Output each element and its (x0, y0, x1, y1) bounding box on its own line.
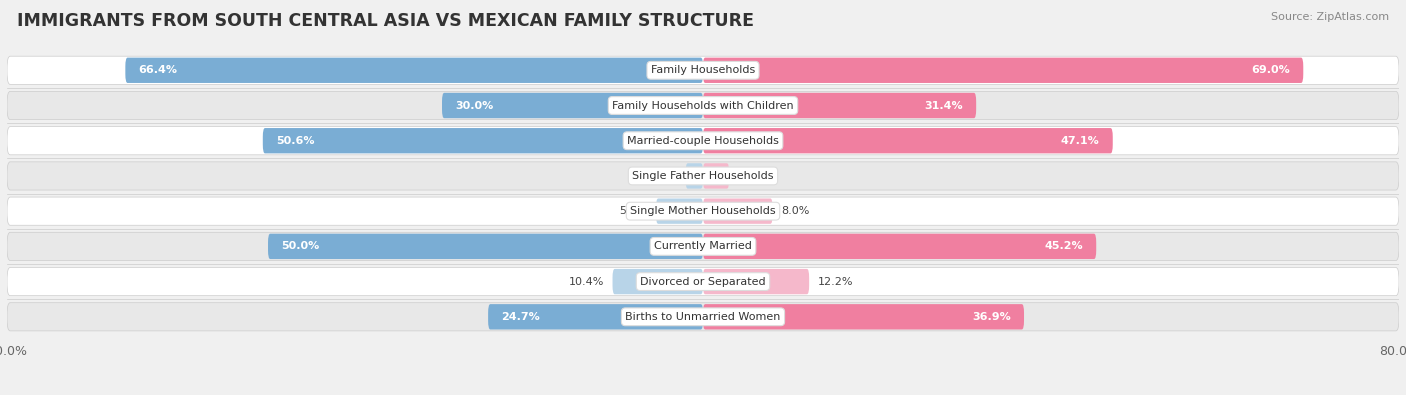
Text: 8.0%: 8.0% (782, 206, 810, 216)
Text: Married-couple Households: Married-couple Households (627, 136, 779, 146)
Text: 36.9%: 36.9% (972, 312, 1011, 322)
FancyBboxPatch shape (703, 93, 976, 118)
Text: 2.0%: 2.0% (648, 171, 676, 181)
FancyBboxPatch shape (703, 163, 730, 189)
Text: Family Households with Children: Family Households with Children (612, 100, 794, 111)
Text: 66.4%: 66.4% (138, 65, 177, 75)
FancyBboxPatch shape (613, 269, 703, 294)
FancyBboxPatch shape (703, 304, 1024, 329)
Text: 47.1%: 47.1% (1062, 136, 1099, 146)
FancyBboxPatch shape (657, 198, 703, 224)
Text: Family Households: Family Households (651, 65, 755, 75)
FancyBboxPatch shape (7, 127, 1399, 155)
FancyBboxPatch shape (703, 269, 808, 294)
FancyBboxPatch shape (263, 128, 703, 153)
Legend: Immigrants from South Central Asia, Mexican: Immigrants from South Central Asia, Mexi… (529, 392, 877, 395)
FancyBboxPatch shape (7, 56, 1399, 85)
FancyBboxPatch shape (703, 128, 1112, 153)
FancyBboxPatch shape (703, 234, 1097, 259)
Text: Births to Unmarried Women: Births to Unmarried Women (626, 312, 780, 322)
FancyBboxPatch shape (686, 163, 703, 189)
Text: 12.2%: 12.2% (818, 276, 853, 287)
FancyBboxPatch shape (7, 91, 1399, 120)
Text: 31.4%: 31.4% (925, 100, 963, 111)
Text: 5.4%: 5.4% (619, 206, 647, 216)
FancyBboxPatch shape (488, 304, 703, 329)
Text: Divorced or Separated: Divorced or Separated (640, 276, 766, 287)
Text: 30.0%: 30.0% (456, 100, 494, 111)
Text: 50.0%: 50.0% (281, 241, 319, 251)
Text: 3.0%: 3.0% (738, 171, 766, 181)
FancyBboxPatch shape (7, 162, 1399, 190)
FancyBboxPatch shape (269, 234, 703, 259)
FancyBboxPatch shape (125, 58, 703, 83)
Text: Single Mother Households: Single Mother Households (630, 206, 776, 216)
Text: 45.2%: 45.2% (1045, 241, 1083, 251)
Text: Currently Married: Currently Married (654, 241, 752, 251)
FancyBboxPatch shape (703, 198, 773, 224)
Text: 69.0%: 69.0% (1251, 65, 1291, 75)
Text: Source: ZipAtlas.com: Source: ZipAtlas.com (1271, 12, 1389, 22)
Text: 50.6%: 50.6% (276, 136, 315, 146)
Text: 10.4%: 10.4% (568, 276, 603, 287)
FancyBboxPatch shape (7, 303, 1399, 331)
FancyBboxPatch shape (7, 232, 1399, 260)
FancyBboxPatch shape (441, 93, 703, 118)
FancyBboxPatch shape (703, 58, 1303, 83)
Text: IMMIGRANTS FROM SOUTH CENTRAL ASIA VS MEXICAN FAMILY STRUCTURE: IMMIGRANTS FROM SOUTH CENTRAL ASIA VS ME… (17, 12, 754, 30)
Text: 24.7%: 24.7% (501, 312, 540, 322)
Text: Single Father Households: Single Father Households (633, 171, 773, 181)
FancyBboxPatch shape (7, 197, 1399, 225)
FancyBboxPatch shape (7, 267, 1399, 296)
